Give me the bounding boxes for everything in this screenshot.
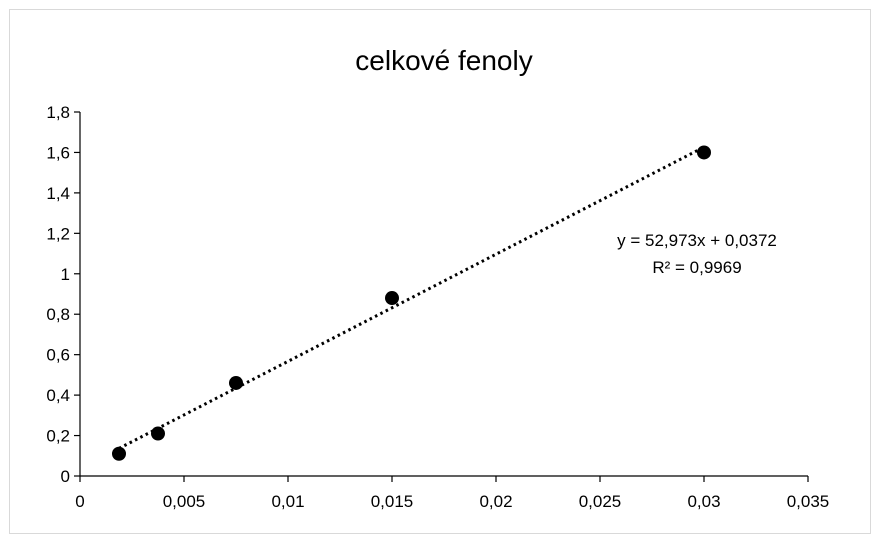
- data-points-layer: [112, 145, 711, 461]
- x-tick-label: 0,035: [787, 492, 830, 511]
- trendline-r-squared: R² = 0,9969: [652, 258, 741, 277]
- y-tick-label: 1,4: [46, 184, 70, 203]
- data-point: [229, 375, 243, 390]
- x-tick-label: 0,005: [163, 492, 206, 511]
- y-tick-label: 0,6: [46, 346, 70, 365]
- axes-layer: 0 0,2 0,4 0,6 0,8 1 1,2 1,4 1,6 1,8 0 0,005 0,01 0,01…: [46, 103, 829, 511]
- x-tick-label: 0,03: [687, 492, 720, 511]
- y-tick-label: 1: [61, 265, 70, 284]
- y-tick-label: 1,2: [46, 224, 70, 243]
- trendline: [118, 145, 705, 450]
- data-point: [151, 426, 165, 441]
- chart-title: celkové fenoly: [355, 45, 532, 76]
- data-point: [697, 145, 711, 160]
- y-tick-label: 0,2: [46, 427, 70, 446]
- y-tick-label: 0,8: [46, 305, 70, 324]
- x-tick-label: 0,01: [271, 492, 304, 511]
- trendline-annotation: y = 52,973x + 0,0372 R² = 0,9969: [617, 231, 777, 277]
- data-point: [112, 446, 126, 461]
- trendline-equation: y = 52,973x + 0,0372: [617, 231, 777, 250]
- x-tick-label: 0: [75, 492, 84, 511]
- y-tick-label: 0,4: [46, 386, 70, 405]
- y-tick-label: 1,6: [46, 143, 70, 162]
- x-tick-label: 0,015: [371, 492, 414, 511]
- y-tick-label: 0: [61, 467, 70, 486]
- data-point: [385, 291, 399, 306]
- x-tick-label: 0,025: [579, 492, 622, 511]
- chart-frame: [9, 9, 871, 534]
- x-tick-label: 0,02: [479, 492, 512, 511]
- y-tick-label: 1,8: [46, 103, 70, 122]
- trendline-layer: [118, 145, 705, 450]
